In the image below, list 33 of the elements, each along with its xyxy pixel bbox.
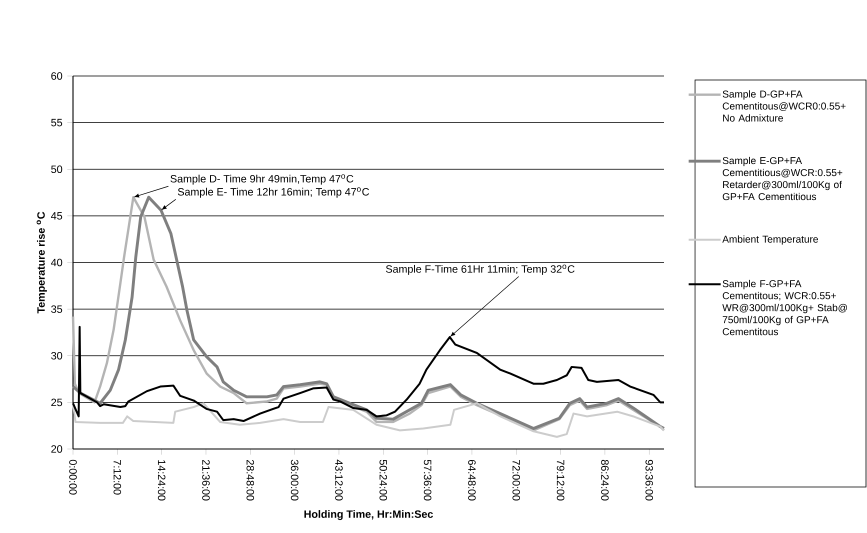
y-axis-title: Temperature rise $^{o}$C <box>36 212 47 314</box>
x-tick-label: 64:48:00 <box>468 460 476 501</box>
y-tick-label: 20 <box>51 445 62 453</box>
x-tick-label: 50:24:00 <box>380 460 388 501</box>
legend-label: Sample F-GP+FA Cementitous; WCR:0.55+ WR@300ml/100Kg+ Stab@ 750ml/100Kg of GP+FA Cementitous <box>722 280 848 336</box>
x-tick-label: 7:12:00 <box>114 460 122 495</box>
x-tick-label: 93:36:00 <box>645 460 653 501</box>
y-tick-label: 50 <box>51 165 62 174</box>
legend-label: Ambient Temperature <box>722 235 818 245</box>
x-tick-label: 57:36:00 <box>424 460 432 501</box>
x-tick-label: 36:00:00 <box>290 460 298 501</box>
legend-label: Sample E-GP+FA Cementitious@WCR:0.55+ Retarder@300ml/100Kg of GP+FA Cementitious <box>722 156 842 200</box>
y-tick-label: 35 <box>51 305 62 313</box>
legend-label: Sample D-GP+FA Cementitous@WCR0:0.55+ No Admixture <box>722 90 846 122</box>
x-tick-label: 0:00:00 <box>69 460 77 495</box>
annotation: Sample E- Time 12hr 16min; Temp 47$^{o}$C <box>178 187 370 198</box>
x-tick-label: 43:12:00 <box>335 460 343 501</box>
annotation: Sample D- Time 9hr 49min,Temp 47$^{o}$C <box>170 174 354 185</box>
y-tick-label: 60 <box>51 72 62 80</box>
x-axis-title: Holding Time, Hr:Min:Sec <box>304 510 433 520</box>
x-tick-label: 28:48:00 <box>246 460 254 501</box>
y-tick-label: 40 <box>50 258 62 266</box>
x-tick-label: 72:00:00 <box>512 460 520 501</box>
y-tick-label: 25 <box>51 398 62 406</box>
y-tick-label: 55 <box>51 118 62 126</box>
annotation: Sample F-Time 61Hr 11min; Temp 32$^{o}$C <box>386 264 575 275</box>
x-tick-label: 86:24:00 <box>601 460 609 501</box>
line-series <box>72 402 666 438</box>
x-tick-label: 14:24:00 <box>158 460 166 501</box>
x-tick-label: 21:36:00 <box>202 460 210 501</box>
y-tick-label: 45 <box>50 212 62 220</box>
y-tick-label: 30 <box>51 352 62 360</box>
x-tick-label: 79:12:00 <box>556 460 564 501</box>
